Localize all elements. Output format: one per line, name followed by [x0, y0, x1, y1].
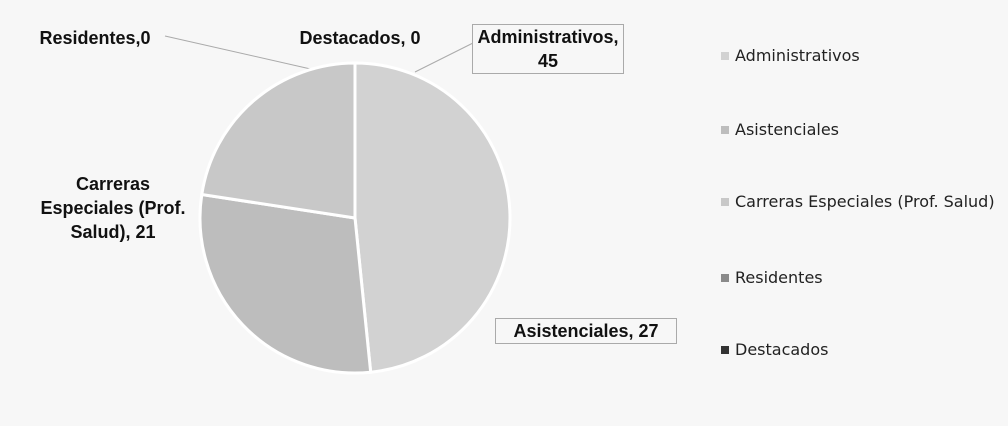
legend-label: Carreras Especiales (Prof. Salud)	[735, 192, 995, 211]
legend-item: Asistenciales	[721, 118, 995, 142]
legend-label: Destacados	[735, 340, 829, 359]
data-label: Administrativos, 45	[472, 24, 624, 74]
data-label: Destacados, 0	[299, 28, 421, 48]
legend-label: Asistenciales	[735, 120, 839, 139]
data-label: Residentes,0	[39, 28, 151, 48]
pie-slice	[198, 192, 373, 375]
legend-marker	[721, 126, 729, 134]
legend-item: Carreras Especiales (Prof. Salud)	[721, 190, 995, 214]
data-label: Carreras Especiales (Prof. Salud), 21	[40, 174, 186, 242]
legend-item: Administrativos	[721, 44, 995, 68]
data-label: Asistenciales, 27	[495, 318, 677, 344]
legend-marker	[721, 198, 729, 206]
legend-item: Destacados	[721, 338, 995, 362]
legend-marker	[721, 274, 729, 282]
leader-line	[164, 35, 316, 71]
legend-item: Residentes	[721, 266, 995, 290]
legend-label: Administrativos	[735, 46, 860, 65]
legend-marker	[721, 52, 729, 60]
legend-marker	[721, 346, 729, 354]
leader-line	[414, 41, 476, 73]
legend-label: Residentes	[735, 268, 823, 287]
pie-slice	[353, 61, 512, 374]
pie-slice	[200, 61, 357, 220]
